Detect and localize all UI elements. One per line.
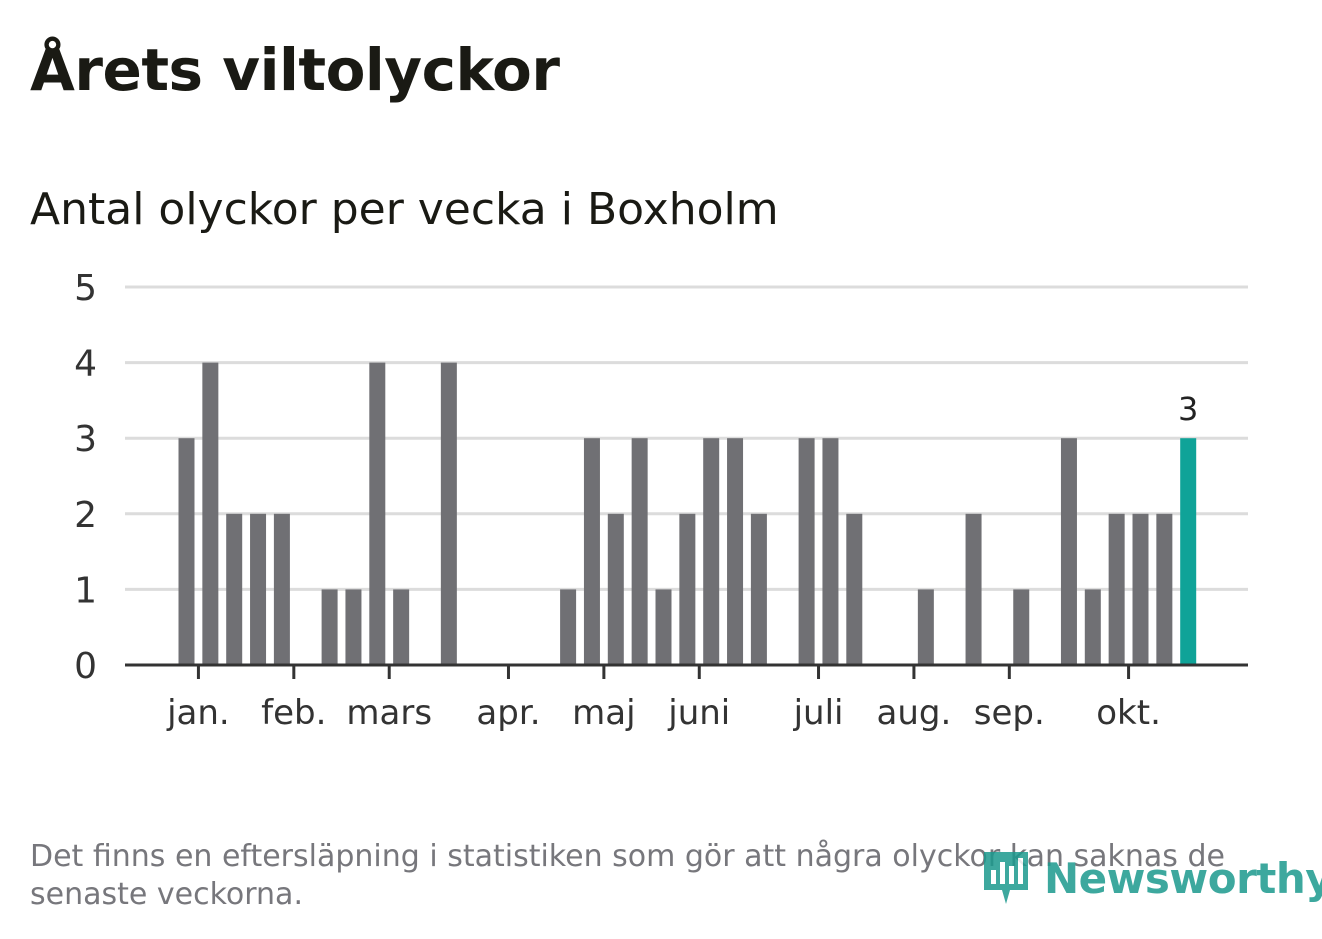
x-tick-label: apr. bbox=[476, 693, 540, 733]
bar bbox=[750, 513, 767, 665]
bar bbox=[250, 513, 267, 665]
x-tick-label: aug. bbox=[877, 693, 952, 733]
y-tick-label: 0 bbox=[74, 646, 97, 687]
bar bbox=[1084, 589, 1101, 665]
bar-chart-badge-icon bbox=[984, 852, 1028, 904]
bar bbox=[703, 438, 720, 665]
page-title: Årets viltolyckor bbox=[30, 36, 560, 104]
bar bbox=[607, 513, 624, 665]
x-tick-label: feb. bbox=[261, 693, 326, 733]
y-tick-label: 5 bbox=[74, 268, 97, 309]
x-tick-label: sep. bbox=[974, 693, 1045, 733]
bar bbox=[202, 362, 219, 665]
bar-highlight bbox=[1180, 438, 1197, 665]
data-label: 3 bbox=[1178, 390, 1198, 428]
bar-chart: 0 1 2 3 4 5 3 jan. feb. mars apr. maj juni juli aug. se… bbox=[74, 268, 1248, 733]
bar bbox=[369, 362, 386, 665]
x-tick-label: juni bbox=[667, 693, 730, 733]
bar bbox=[655, 589, 672, 665]
x-tick-label: juli bbox=[793, 693, 844, 733]
bar bbox=[440, 362, 457, 665]
bar bbox=[822, 438, 839, 665]
bar bbox=[1060, 438, 1077, 665]
x-tick-label: okt. bbox=[1096, 693, 1161, 733]
x-tick-label: maj bbox=[572, 693, 635, 733]
bar bbox=[273, 513, 290, 665]
bar bbox=[583, 438, 600, 665]
x-tick-label: mars bbox=[346, 693, 432, 733]
bar bbox=[1156, 513, 1173, 665]
bar bbox=[1013, 589, 1030, 665]
bar bbox=[1108, 513, 1125, 665]
y-tick-label: 1 bbox=[74, 570, 97, 611]
bar bbox=[1132, 513, 1149, 665]
x-tick-label: jan. bbox=[166, 693, 230, 733]
bar bbox=[560, 589, 577, 665]
bar bbox=[321, 589, 338, 665]
bar bbox=[393, 589, 410, 665]
bar bbox=[226, 513, 243, 665]
bar bbox=[345, 589, 362, 665]
bar bbox=[798, 438, 815, 665]
logo-text: Newsworthy bbox=[1044, 853, 1322, 903]
y-tick-label: 3 bbox=[74, 419, 97, 460]
bar bbox=[679, 513, 696, 665]
y-tick-label: 2 bbox=[74, 495, 97, 536]
bar bbox=[727, 438, 744, 665]
y-tick-label: 4 bbox=[74, 344, 97, 385]
bar bbox=[965, 513, 982, 665]
chart-subtitle: Antal olyckor per vecka i Boxholm bbox=[30, 184, 779, 235]
bar bbox=[178, 438, 195, 665]
bar bbox=[917, 589, 934, 665]
bar bbox=[846, 513, 863, 665]
newsworthy-logo: Newsworthy bbox=[980, 848, 1322, 908]
bar bbox=[631, 438, 648, 665]
